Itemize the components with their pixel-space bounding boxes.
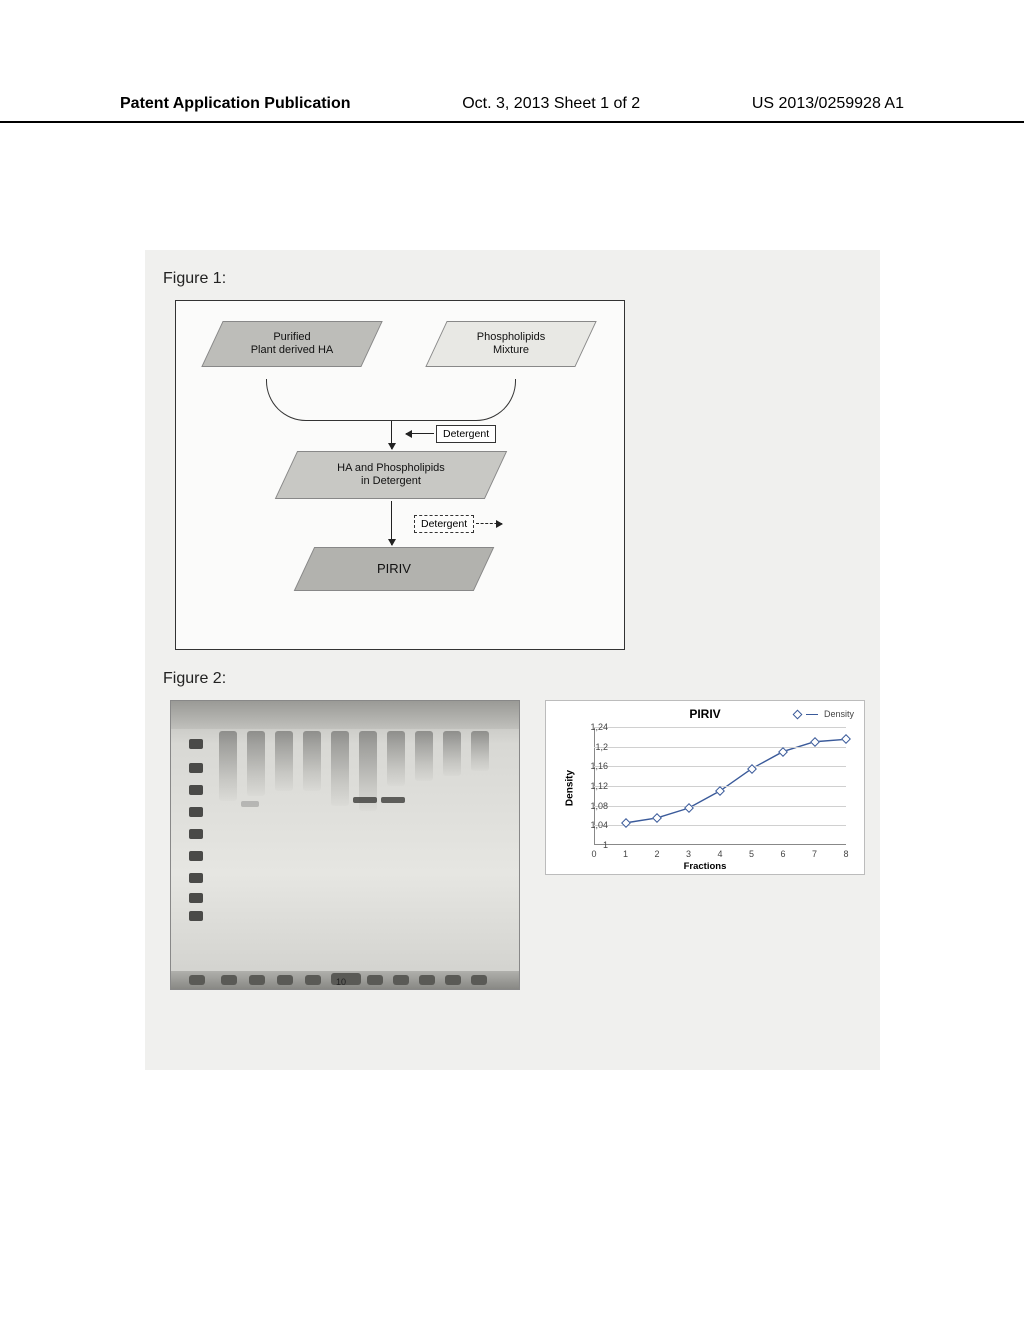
chart-legend-text: Density <box>824 709 854 719</box>
chart-gridline <box>594 806 846 807</box>
chart-gridline <box>594 825 846 826</box>
chart-xlabel: Fractions <box>546 861 864 872</box>
arrow-to-piriv <box>391 501 392 545</box>
ladder-band <box>189 893 203 903</box>
box-ha-phospholipids-detergent: HA and Phospholipids in Detergent <box>286 451 496 499</box>
chart-ytick: 1,12 <box>574 781 608 791</box>
chart-xtick: 6 <box>773 849 793 859</box>
gel-bottom-text: 10 <box>336 977 346 987</box>
gel-strong-band <box>381 797 405 803</box>
ladder-band <box>189 851 203 861</box>
gel-dye-blob <box>221 975 237 985</box>
page-header: Patent Application Publication Oct. 3, 2… <box>0 95 1024 123</box>
ladder-band <box>189 785 203 795</box>
box-phospholipids-text: Phospholipids Mixture <box>471 331 552 356</box>
chart-xtick: 7 <box>805 849 825 859</box>
gel-dye-blob <box>305 975 321 985</box>
gel-lane <box>303 731 321 791</box>
chart-xtick: 0 <box>584 849 604 859</box>
chart-xtick: 5 <box>742 849 762 859</box>
chart-xtick: 1 <box>616 849 636 859</box>
figure-sheet: Figure 1: Purified Plant derived HA Phos… <box>145 250 880 1070</box>
gel-lane <box>331 731 349 806</box>
gel-dye-blob <box>277 975 293 985</box>
chart-ytick: 1,04 <box>574 820 608 830</box>
gel-lane <box>247 731 265 796</box>
chart-ytick: 1,16 <box>574 761 608 771</box>
gel-dye-blob <box>249 975 265 985</box>
gel-dye-blob <box>393 975 409 985</box>
gel-lane <box>415 731 433 781</box>
chart-xtick: 2 <box>647 849 667 859</box>
gel-lane <box>219 731 237 801</box>
ladder-band <box>189 829 203 839</box>
detergent-in-box: Detergent <box>436 425 496 443</box>
ladder-band <box>189 911 203 921</box>
gel-lane <box>443 731 461 776</box>
box-piriv: PIRIV <box>304 547 484 591</box>
gel-dye-blob <box>471 975 487 985</box>
figure-1-diagram: Purified Plant derived HA Phospholipids … <box>175 300 625 650</box>
header-pub-number: US 2013/0259928 A1 <box>752 95 904 113</box>
figure-2-chart: PIRIV Density Density Fractions 11,041,0… <box>545 700 865 875</box>
box-purified-ha-text: Purified Plant derived HA <box>245 331 340 356</box>
ladder-band <box>189 763 203 773</box>
gel-lane <box>471 731 489 771</box>
chart-xtick: 3 <box>679 849 699 859</box>
header-publication: Patent Application Publication <box>120 95 351 113</box>
chart-xtick: 4 <box>710 849 730 859</box>
chart-ytick: 1,08 <box>574 801 608 811</box>
gel-dye-blob <box>189 975 205 985</box>
figure-2-gel: 10 <box>170 700 520 990</box>
gel-strong-band <box>353 797 377 803</box>
gel-dye-blob <box>367 975 383 985</box>
merge-bracket <box>266 379 516 421</box>
gel-dye-blob <box>445 975 461 985</box>
figure-2-label: Figure 2: <box>163 670 226 688</box>
chart-legend: Density <box>794 709 854 719</box>
arrow-to-mid <box>391 421 392 449</box>
gel-faint-band <box>241 801 259 807</box>
box-purified-ha: Purified Plant derived HA <box>212 321 372 367</box>
box-mid-text: HA and Phospholipids in Detergent <box>331 462 451 487</box>
detergent-out-box: Detergent <box>414 515 474 533</box>
ladder-band <box>189 739 203 749</box>
detergent-in-arrow <box>406 433 434 434</box>
chart-gridline <box>594 727 846 728</box>
gel-lane <box>275 731 293 791</box>
chart-gridline <box>594 766 846 767</box>
header-date-sheet: Oct. 3, 2013 Sheet 1 of 2 <box>462 95 640 113</box>
ladder-band <box>189 873 203 883</box>
box-phospholipids: Phospholipids Mixture <box>436 321 586 367</box>
chart-xtick: 8 <box>836 849 856 859</box>
chart-plot-area <box>594 727 846 845</box>
gel-lane <box>387 731 405 786</box>
chart-ytick: 1,24 <box>574 722 608 732</box>
figure-1-label: Figure 1: <box>163 270 226 288</box>
chart-gridline <box>594 747 846 748</box>
ladder-band <box>189 807 203 817</box>
chart-ytick: 1,2 <box>574 742 608 752</box>
gel-dye-blob <box>419 975 435 985</box>
detergent-out-arrow <box>476 523 502 524</box>
gel-wells-region <box>171 701 519 729</box>
box-piriv-text: PIRIV <box>371 562 417 577</box>
